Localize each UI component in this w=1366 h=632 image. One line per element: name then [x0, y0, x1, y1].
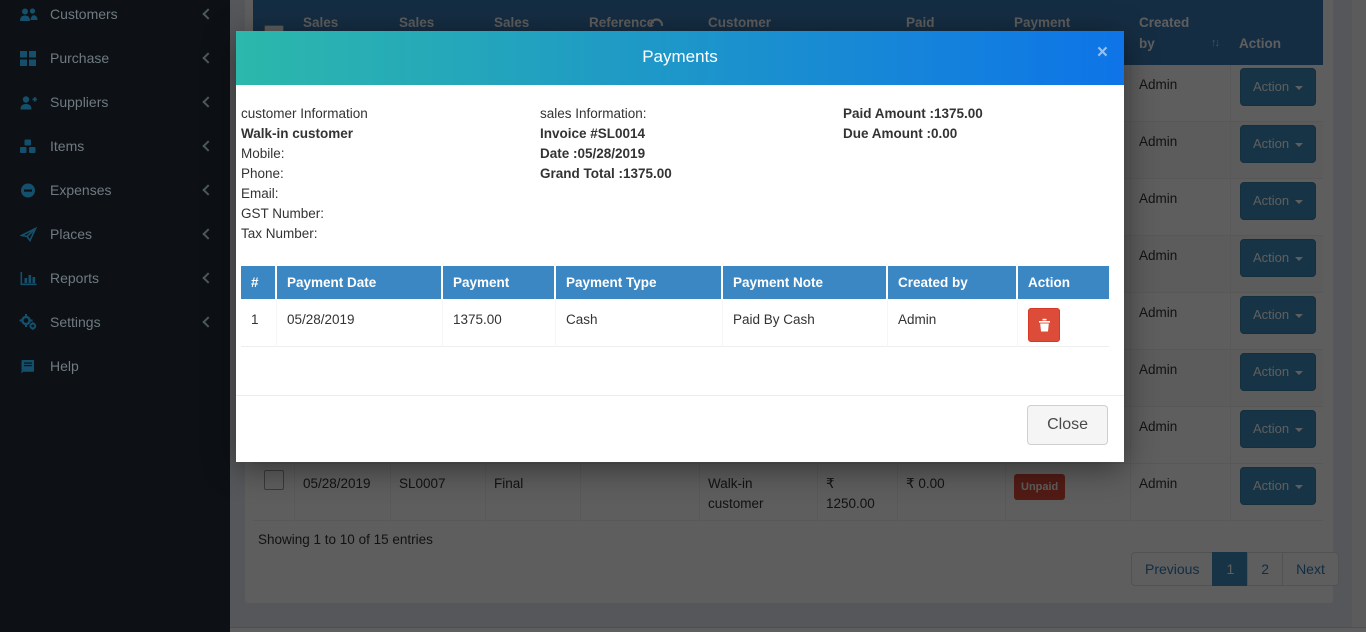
sales-info-block: sales Information: Invoice #SL0014 Date …: [540, 104, 672, 184]
sidebar-item-label: Places: [50, 226, 93, 242]
payment-row-action: [1018, 299, 1109, 347]
chevron-left-icon: [202, 52, 214, 64]
sales-info-heading: sales Information:: [540, 106, 647, 121]
payments-header-action: Action: [1018, 266, 1109, 299]
cubes-icon: [18, 139, 38, 154]
customer-info-heading: customer Information: [241, 106, 368, 121]
customer-tax-label: Tax Number:: [241, 226, 318, 241]
paid-amount: Paid Amount :1375.00: [843, 106, 983, 121]
payment-row-created-by: Admin: [888, 299, 1018, 347]
paper-plane-icon: [18, 226, 38, 242]
sidebar-item-label: Suppliers: [50, 94, 109, 110]
gears-icon: [18, 314, 38, 330]
sidebar-menu: Customers Purchase Suppliers: [0, 0, 230, 388]
chevron-left-icon: [202, 8, 214, 20]
close-button[interactable]: Close: [1027, 405, 1108, 445]
chevron-left-icon: [202, 316, 214, 328]
trash-icon: [1038, 318, 1050, 332]
customer-gst-label: GST Number:: [241, 206, 325, 221]
modal-header: Payments ×: [236, 31, 1124, 85]
due-amount: Due Amount :0.00: [843, 126, 958, 141]
grid-icon: [18, 50, 38, 66]
modal-title: Payments: [642, 47, 718, 66]
sidebar-item-settings[interactable]: Settings: [0, 300, 230, 344]
sidebar-item-reports[interactable]: Reports: [0, 256, 230, 300]
customer-mobile-label: Mobile:: [241, 146, 285, 161]
close-icon[interactable]: ×: [1096, 42, 1108, 63]
amounts-block: Paid Amount :1375.00 Due Amount :0.00: [843, 104, 983, 144]
payments-header-type: Payment Type: [556, 266, 723, 299]
grand-total: Grand Total :1375.00: [540, 166, 672, 181]
payments-header-note: Payment Note: [723, 266, 888, 299]
sidebar-item-label: Reports: [50, 270, 100, 286]
sidebar-item-suppliers[interactable]: Suppliers: [0, 80, 230, 124]
payments-header-date: Payment Date: [277, 266, 443, 299]
chevron-left-icon: [202, 140, 214, 152]
sidebar-item-label: Settings: [50, 314, 101, 330]
payments-header-num: #: [241, 266, 277, 299]
modal-body: customer Information Walk-in customer Mo…: [236, 85, 1124, 395]
customer-phone-label: Phone:: [241, 166, 284, 181]
sales-date: Date :05/28/2019: [540, 146, 646, 161]
sidebar-item-label: Help: [50, 358, 79, 374]
payments-header-created-by: Created by: [888, 266, 1018, 299]
chevron-left-icon: [202, 96, 214, 108]
customer-name: Walk-in customer: [241, 126, 354, 141]
bar-chart-icon: [18, 271, 38, 286]
sidebar-item-label: Expenses: [50, 182, 112, 198]
sidebar-item-label: Purchase: [50, 50, 110, 66]
sidebar-item-customers[interactable]: Customers: [0, 0, 230, 36]
sidebar-item-items[interactable]: Items: [0, 124, 230, 168]
user-plus-icon: [18, 95, 38, 110]
chevron-left-icon: [202, 184, 214, 196]
users-icon: [18, 7, 38, 22]
payments-header-payment: Payment: [443, 266, 556, 299]
sidebar-item-label: Items: [50, 138, 85, 154]
sidebar-item-help[interactable]: Help: [0, 344, 230, 388]
sidebar-item-purchase[interactable]: Purchase: [0, 36, 230, 80]
customer-email-label: Email:: [241, 186, 279, 201]
sidebar: Customers Purchase Suppliers: [0, 0, 230, 632]
sidebar-item-label: Customers: [50, 6, 118, 22]
sidebar-item-places[interactable]: Places: [0, 212, 230, 256]
invoice-number: Invoice #SL0014: [540, 126, 646, 141]
payments-modal: Payments × customer Information Walk-in …: [236, 31, 1124, 462]
minus-circle-icon: [18, 183, 38, 198]
payment-row-date: 05/28/2019: [277, 299, 443, 347]
book-icon: [18, 359, 38, 374]
payment-row-type: Cash: [556, 299, 723, 347]
payment-row-amount: 1375.00: [443, 299, 556, 347]
payment-row-note: Paid By Cash: [723, 299, 888, 347]
chevron-left-icon: [202, 272, 214, 284]
chevron-left-icon: [202, 228, 214, 240]
delete-payment-button[interactable]: [1028, 308, 1060, 342]
customer-info-block: customer Information Walk-in customer Mo…: [241, 104, 368, 244]
payments-table: # Payment Date Payment Payment Type Paym…: [241, 266, 1109, 347]
modal-footer: Close: [236, 395, 1124, 462]
payment-row-num: 1: [241, 299, 277, 347]
sidebar-item-expenses[interactable]: Expenses: [0, 168, 230, 212]
